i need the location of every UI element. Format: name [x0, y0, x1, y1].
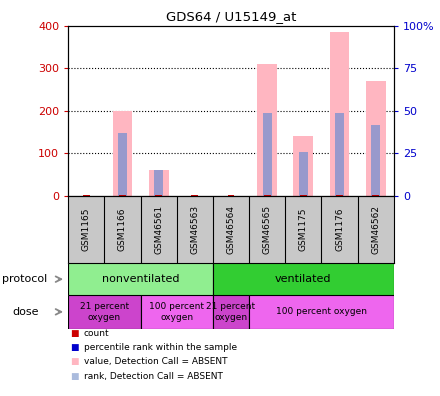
- Text: 100 percent oxygen: 100 percent oxygen: [276, 307, 367, 316]
- Bar: [372, 195, 379, 196]
- Text: 21 percent
oxygen: 21 percent oxygen: [206, 302, 256, 322]
- Text: GSM46564: GSM46564: [227, 205, 235, 254]
- Text: GSM1176: GSM1176: [335, 208, 344, 251]
- Text: value, Detection Call = ABSENT: value, Detection Call = ABSENT: [84, 358, 227, 366]
- Text: protocol: protocol: [2, 274, 48, 284]
- Text: dose: dose: [12, 307, 39, 317]
- Text: ■: ■: [70, 358, 79, 366]
- Text: GSM1165: GSM1165: [82, 208, 91, 251]
- Bar: [154, 170, 163, 196]
- Bar: [300, 195, 307, 196]
- Bar: [330, 32, 349, 196]
- Text: GSM1166: GSM1166: [118, 208, 127, 251]
- Text: nonventilated: nonventilated: [102, 274, 180, 284]
- Bar: [140, 295, 213, 329]
- Bar: [227, 195, 235, 196]
- Bar: [113, 111, 132, 196]
- Text: GSM46562: GSM46562: [371, 205, 380, 254]
- Text: ■: ■: [70, 343, 79, 352]
- Text: ■: ■: [70, 372, 79, 381]
- Bar: [213, 295, 249, 329]
- Bar: [249, 295, 394, 329]
- Bar: [257, 64, 277, 196]
- Bar: [155, 195, 162, 196]
- Bar: [264, 195, 271, 196]
- Bar: [191, 195, 198, 196]
- Text: rank, Detection Call = ABSENT: rank, Detection Call = ABSENT: [84, 372, 223, 381]
- Bar: [299, 152, 308, 196]
- Bar: [83, 195, 90, 196]
- Text: GSM46565: GSM46565: [263, 205, 271, 254]
- Title: GDS64 / U15149_at: GDS64 / U15149_at: [166, 10, 296, 23]
- Text: 21 percent
oxygen: 21 percent oxygen: [80, 302, 129, 322]
- Bar: [118, 133, 127, 196]
- Text: GSM1175: GSM1175: [299, 208, 308, 251]
- Bar: [366, 81, 386, 196]
- Bar: [263, 113, 271, 196]
- Text: GSM46563: GSM46563: [191, 205, 199, 254]
- Bar: [213, 263, 394, 295]
- Text: percentile rank within the sample: percentile rank within the sample: [84, 343, 237, 352]
- Text: 100 percent
oxygen: 100 percent oxygen: [149, 302, 204, 322]
- Bar: [149, 170, 169, 196]
- Bar: [371, 124, 380, 196]
- Text: GSM46561: GSM46561: [154, 205, 163, 254]
- Bar: [119, 195, 126, 196]
- Bar: [293, 136, 313, 196]
- Bar: [336, 195, 343, 196]
- Bar: [335, 113, 344, 196]
- Bar: [68, 263, 213, 295]
- Text: count: count: [84, 329, 109, 338]
- Text: ventilated: ventilated: [275, 274, 332, 284]
- Text: ■: ■: [70, 329, 79, 338]
- Bar: [68, 295, 140, 329]
